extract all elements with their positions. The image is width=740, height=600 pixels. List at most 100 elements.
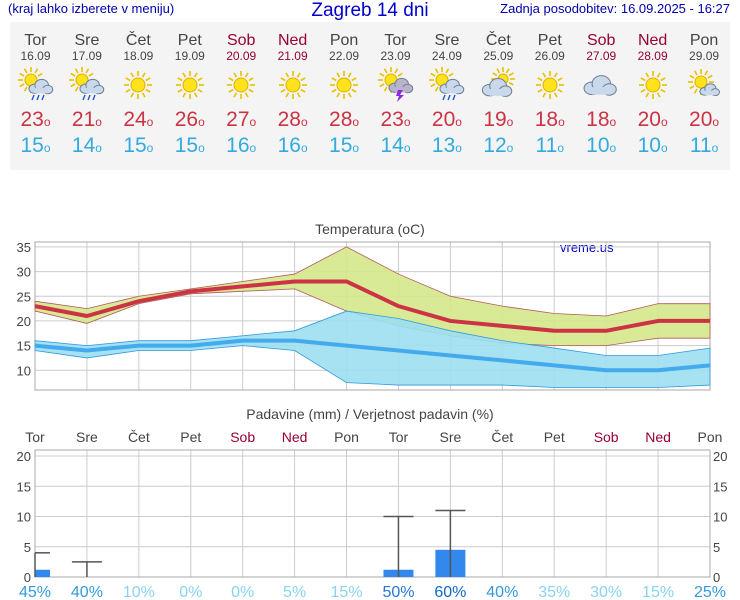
precip-probability: 35%: [538, 584, 570, 600]
precipitation-chart: Padavine (mm) / Verjetnost padavin (%) To…: [17, 406, 728, 600]
sun-cloud-small-icon: [688, 69, 721, 97]
sun-icon: [535, 71, 564, 99]
precip-bar: [35, 569, 50, 577]
temperature-line: [34, 338, 711, 373]
temperature-line: [34, 279, 710, 333]
plot-frame: [34, 449, 711, 578]
sun-icon: [227, 71, 256, 99]
x-tick-label: Sre: [76, 429, 98, 445]
precip-probability: 0%: [179, 584, 202, 600]
daily-forecast-strip: Tor 16.09 23o 15o Sre 17.09 21o 14o Čet 18.09 24o 1…: [10, 22, 730, 170]
forecast-min-temp: 13o: [431, 134, 462, 157]
x-tick-label: Pet: [180, 429, 201, 445]
forecast-date: 29.09: [689, 49, 720, 63]
sun-icon: [175, 71, 204, 99]
forecast-max-temp: 20o: [689, 108, 720, 131]
sun-icon: [124, 71, 153, 99]
x-tick-label: Pet: [544, 429, 565, 445]
forecast-day-name: Tor: [384, 32, 407, 49]
forecast-date: 26.09: [534, 49, 565, 63]
x-tick-label: Sre: [439, 429, 461, 445]
forecast-max-temp: 26o: [174, 108, 205, 131]
forecast-min-temp: 14o: [71, 134, 102, 157]
forecast-max-temp: 24o: [123, 108, 154, 131]
forecast-day-name: Sob: [226, 32, 256, 49]
y-tick-label: 10: [17, 363, 31, 378]
forecast-icon: [576, 63, 627, 107]
y-tick-label-right: 15: [713, 479, 727, 494]
y-tick-label: 10: [17, 510, 31, 525]
forecast-date: 24.09: [431, 49, 462, 63]
forecast-max-temp: 28o: [277, 108, 308, 131]
forecast-day: Sre 24.09 20o 13o: [421, 22, 472, 159]
forecast-day: Sob 20.09 27o 16o: [216, 22, 267, 159]
forecast-icon: [113, 63, 164, 107]
x-tick-label: Ned: [645, 429, 671, 445]
forecast-icon: [10, 63, 61, 107]
forecast-day-name: Ned: [277, 32, 308, 49]
forecast-min-temp: 11o: [535, 134, 565, 157]
forecast-min-temp: 11o: [689, 134, 719, 157]
forecast-min-temp: 16o: [277, 134, 308, 157]
forecast-icon: [421, 63, 472, 107]
y-tick-label: 5: [24, 540, 31, 555]
page-title: Zagreb 14 dni: [311, 0, 429, 21]
temperature-chart: Temperatura (oC) vreme.us 10 15 20 25 30 35: [17, 221, 711, 391]
cloud-icon: [583, 75, 617, 96]
sun-icon: [278, 71, 307, 99]
forecast-day: Pon 29.09 20o 11o: [679, 22, 730, 159]
x-tick-label: Sob: [594, 429, 619, 445]
top-bar: (kraj lahko izberete v meniju) Zagreb 14…: [0, 0, 740, 22]
range-band: [34, 246, 711, 346]
y-tick-label: 0: [24, 570, 31, 585]
forecast-day: Pet 19.09 26o 15o: [164, 22, 215, 159]
y-tick-label: 25: [17, 289, 31, 304]
forecast-date: 19.09: [174, 49, 205, 63]
y-tick-label: 15: [17, 479, 31, 494]
forecast-date: 25.09: [483, 49, 514, 63]
menu-hint: (kraj lahko izberete v meniju): [8, 1, 175, 16]
precip-probability: 40%: [486, 584, 518, 600]
forecast-date: 21.09: [277, 49, 308, 63]
forecast-icon: [61, 63, 112, 107]
forecast-day: Tor 23.09 23o 14o: [370, 22, 421, 159]
forecast-min-temp: 15o: [329, 134, 360, 157]
forecast-day-name: Pet: [177, 32, 202, 49]
forecast-min-temp: 16o: [226, 134, 257, 157]
y-tick-label-right: 0: [713, 570, 720, 585]
forecast-date: 16.09: [20, 49, 51, 63]
sun-cloud-rain-icon: [17, 67, 53, 101]
forecast-date: 28.09: [637, 49, 668, 63]
forecast-max-temp: 23o: [20, 108, 51, 131]
precip-probability: 40%: [71, 584, 103, 600]
forecast-day: Sre 17.09 21o 14o: [61, 22, 112, 159]
forecast-day: Čet 18.09 24o 15o: [113, 22, 164, 159]
precip-probability: 10%: [123, 584, 155, 600]
y-tick-label: 20: [17, 314, 31, 329]
precip-probability: 5%: [283, 584, 306, 600]
forecast-day: Čet 25.09 19o 12o: [473, 22, 524, 159]
sun-storm-icon: [377, 67, 413, 102]
x-tick-label: Pon: [698, 429, 723, 445]
forecast-day-name: Sre: [74, 32, 100, 49]
forecast-icon: [267, 63, 318, 107]
y-tick-label: 35: [17, 240, 31, 255]
last-updated: Zadnja posodobitev: 16.09.2025 - 16:27: [500, 1, 730, 16]
forecast-date: 20.09: [226, 49, 257, 63]
forecast-date: 18.09: [123, 49, 154, 63]
x-tick-label: Sob: [230, 429, 255, 445]
forecast-icon: [370, 63, 421, 107]
forecast-max-temp: 20o: [637, 108, 668, 131]
forecast-date: 27.09: [586, 49, 617, 63]
forecast-icon: [216, 63, 267, 107]
forecast-date: 22.09: [329, 49, 360, 63]
y-tick-label: 30: [17, 265, 31, 280]
forecast-max-temp: 18o: [534, 108, 565, 131]
sun-cloud-rain-icon: [428, 67, 465, 101]
x-tick-label: Tor: [25, 429, 45, 445]
forecast-max-temp: 20o: [431, 108, 462, 131]
precip-probability: 15%: [331, 584, 363, 600]
forecast-day-name: Čet: [125, 32, 151, 49]
y-tick-label-right: 20: [713, 449, 727, 464]
forecast-max-temp: 21o: [71, 108, 102, 131]
